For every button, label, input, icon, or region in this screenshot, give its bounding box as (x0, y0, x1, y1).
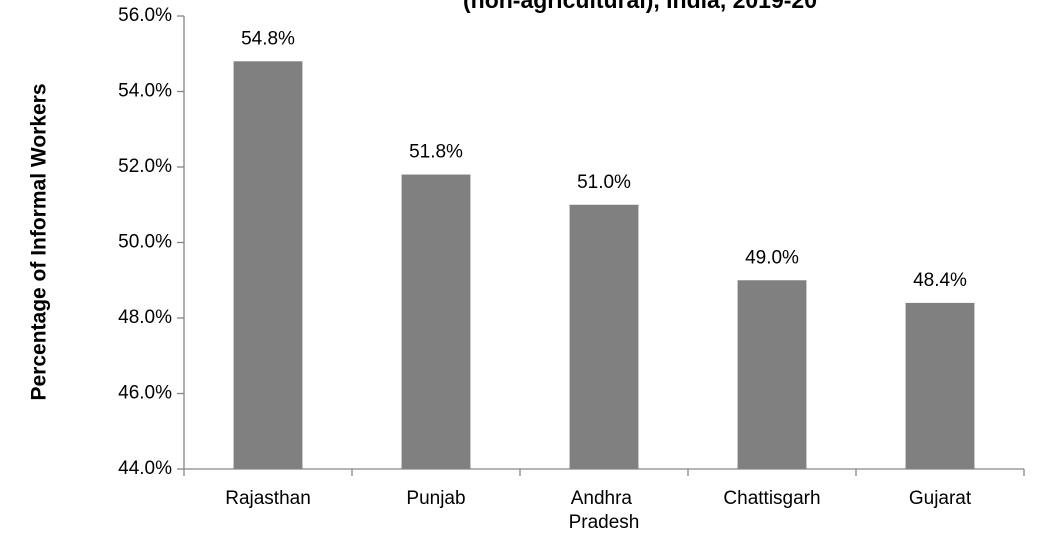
y-tick-label: 46.0% (118, 383, 172, 404)
value-label: 48.4% (913, 270, 967, 291)
bar (905, 302, 975, 469)
bar (737, 280, 807, 469)
y-axis-label: Percentage of Informal Workers (28, 83, 51, 400)
chart-title: (non-agricultural), India, 2019-20 (463, 0, 817, 13)
value-label: 49.0% (745, 247, 799, 268)
y-tick-label: 54.0% (118, 81, 172, 102)
value-label: 54.8% (241, 28, 295, 49)
y-tick-label: 44.0% (118, 458, 172, 479)
bar (401, 174, 471, 470)
y-tick-label: 50.0% (118, 232, 172, 253)
bar (569, 204, 639, 469)
y-tick-label: 56.0% (118, 5, 172, 26)
value-label: 51.0% (577, 172, 631, 193)
x-tick-label: Gujarat (909, 488, 972, 509)
x-tick-label: Rajasthan (225, 488, 311, 509)
bar (233, 61, 303, 470)
value-label: 51.8% (409, 142, 463, 163)
y-tick-label: 48.0% (118, 307, 172, 328)
x-tick-label: Chattisgarh (723, 488, 820, 509)
y-tick-label: 52.0% (118, 156, 172, 177)
x-tick-label: Andhra Pradesh (569, 488, 640, 533)
x-tick-label: Punjab (406, 488, 465, 509)
